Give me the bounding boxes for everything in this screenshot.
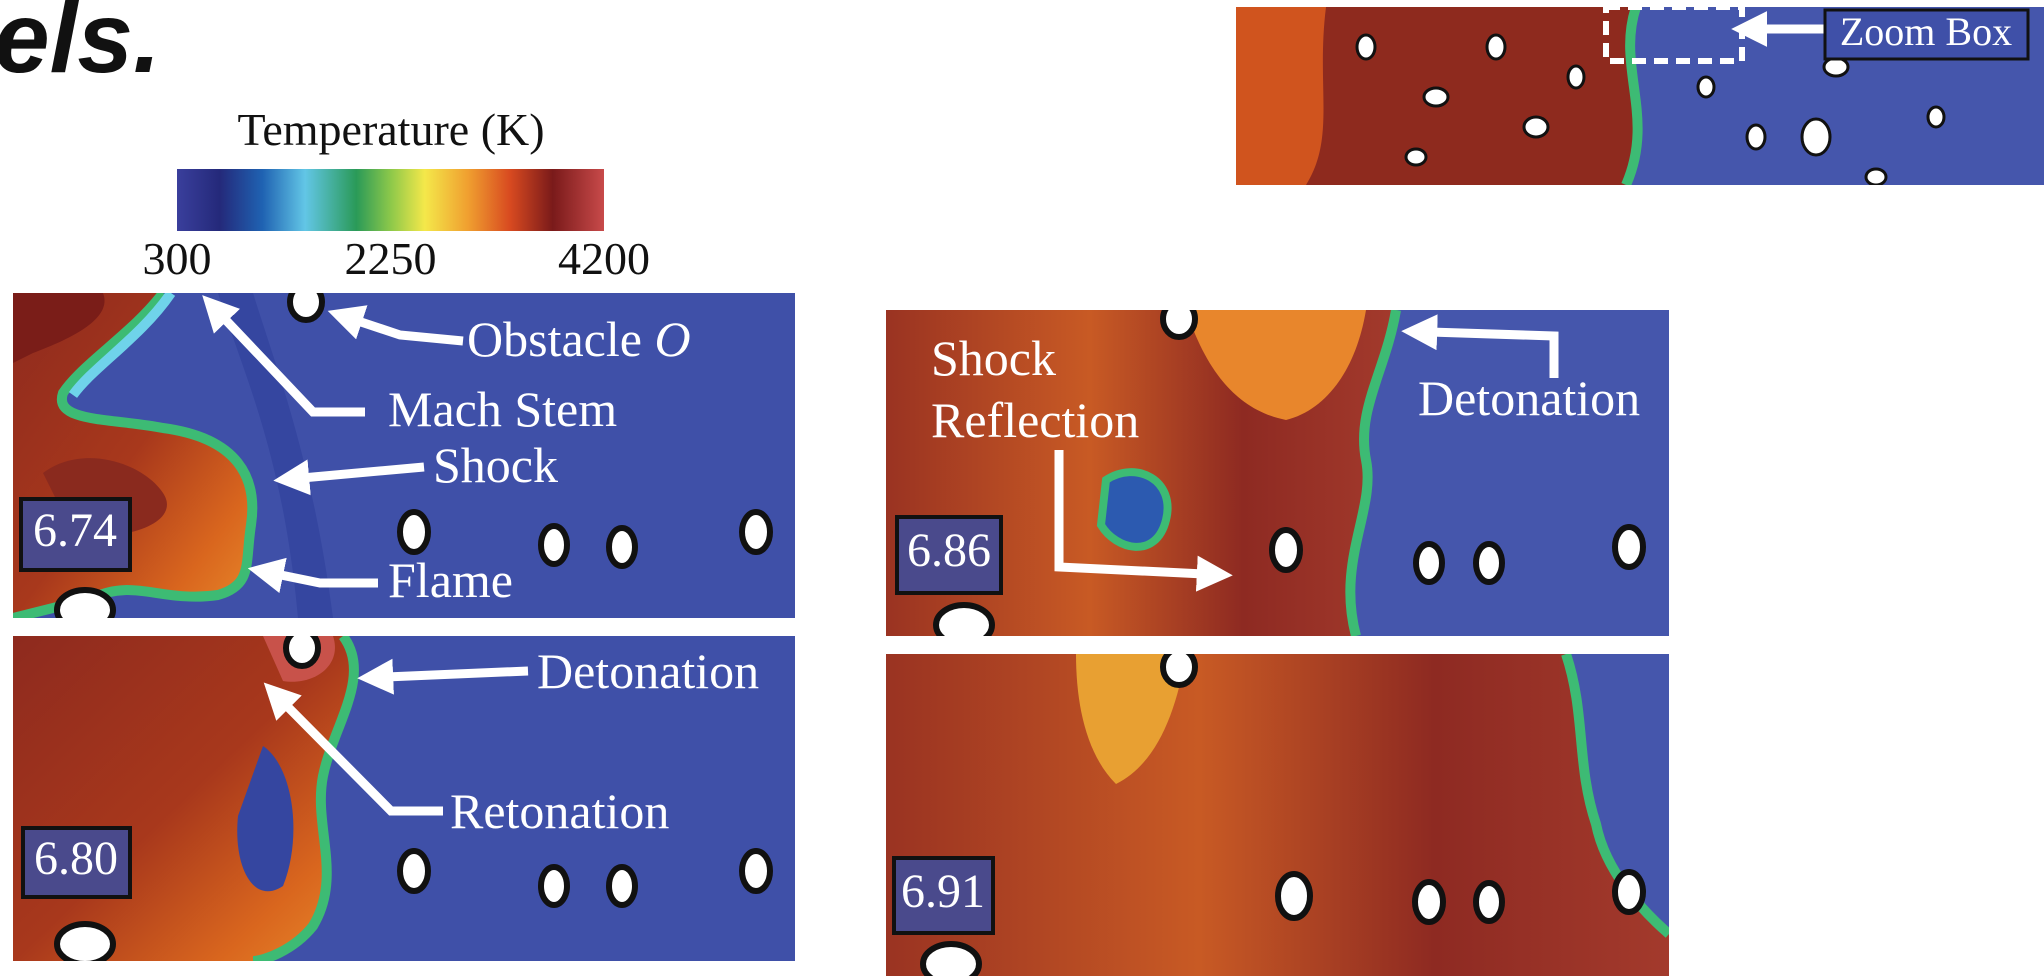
- annotation: Detonation: [537, 643, 759, 699]
- hot-region: [1236, 7, 1326, 185]
- inset: [1236, 7, 2044, 185]
- annotation: Detonation: [1418, 370, 1640, 426]
- obstacle: [1269, 527, 1303, 573]
- pocket: [1096, 468, 1172, 551]
- obstacle: [1355, 33, 1377, 61]
- obstacle: [1864, 167, 1888, 185]
- obstacle: [538, 864, 570, 908]
- colorbar-title: Temperature (K): [237, 104, 544, 155]
- annotation: Shock: [931, 330, 1056, 386]
- obstacle: [739, 848, 773, 894]
- obstacle: [1404, 147, 1428, 167]
- colorbar-tick-label: 2250: [345, 233, 437, 284]
- detonation-front: [1561, 654, 1669, 938]
- panel: [13, 636, 795, 961]
- annotation: Shock: [433, 437, 558, 493]
- obstacle: [933, 602, 995, 636]
- obstacle: [1275, 871, 1313, 921]
- time-label: 6.74: [33, 504, 117, 557]
- obstacle: [1473, 880, 1505, 924]
- obstacle: [1745, 123, 1767, 151]
- obstacle: [739, 509, 773, 555]
- obstacle: [1473, 541, 1505, 585]
- time-box: [895, 515, 1003, 595]
- time-box: [19, 497, 132, 572]
- obstacle: [1926, 105, 1946, 129]
- field: [218, 293, 333, 618]
- panel: [886, 310, 1669, 636]
- obstacle: [397, 509, 431, 555]
- hot-region: [886, 654, 1669, 976]
- annotation: Obstacle O: [467, 311, 691, 367]
- obstacle: [1522, 115, 1550, 139]
- arrows: [202, 295, 1559, 816]
- colorbar-tick-label: 4200: [558, 233, 650, 284]
- field: [237, 746, 294, 892]
- obstacle: [54, 921, 116, 961]
- arrow: [327, 305, 464, 346]
- flame-front: [13, 293, 258, 618]
- detonation-front: [1345, 310, 1401, 636]
- obstacle: [1412, 879, 1446, 925]
- annotation: Flame: [388, 552, 513, 608]
- arrow: [247, 557, 378, 594]
- obstacle: [1612, 869, 1646, 915]
- panel: [13, 293, 795, 618]
- annotation: Mach Stem: [388, 381, 617, 437]
- obstacle: [1612, 524, 1646, 570]
- panel: [886, 654, 1669, 976]
- obstacle: [920, 941, 982, 976]
- colorbar-ticks: 300 2250 4200: [143, 233, 651, 284]
- front: [1621, 7, 1643, 185]
- hot-region: [13, 293, 105, 363]
- time-box: [892, 856, 995, 935]
- title-fragment: els.: [0, 0, 161, 94]
- obstacle: [1485, 33, 1507, 61]
- arrow: [357, 658, 529, 695]
- obstacle: [1160, 310, 1198, 340]
- arrow: [1401, 314, 1559, 378]
- arrow: [263, 682, 443, 816]
- hot-region: [1076, 654, 1186, 784]
- colorbar: [177, 169, 604, 231]
- obstacles: [1355, 33, 1946, 185]
- hot-region: [1186, 310, 1366, 420]
- label-box: [1823, 8, 2030, 61]
- time-label: 6.86: [907, 524, 991, 577]
- obstacle: [1413, 541, 1445, 585]
- obstacle: [1422, 86, 1450, 108]
- obstacle: [397, 848, 431, 894]
- obstacle: [606, 864, 638, 908]
- annotation: Retonation: [450, 783, 669, 839]
- detonation-front: [252, 636, 359, 961]
- annotation: Reflection: [931, 392, 1139, 448]
- time-label: 6.91: [901, 865, 985, 918]
- inset-label: Zoom Box: [1840, 9, 2012, 54]
- obstacle: [54, 587, 116, 618]
- obstacle: [287, 293, 325, 323]
- obstacle: [538, 523, 570, 567]
- hot-region: [13, 636, 354, 961]
- obstacle: [1822, 56, 1850, 78]
- obstacle: [283, 636, 321, 669]
- arrow: [202, 295, 365, 417]
- time-label: 6.80: [34, 832, 118, 885]
- obstacle: [1160, 654, 1198, 688]
- arrow: [273, 459, 425, 496]
- obstacle: [1696, 75, 1716, 99]
- time-box: [21, 826, 132, 899]
- obstacle: [606, 525, 638, 569]
- obstacle: [1800, 117, 1832, 157]
- arrow: [1054, 450, 1233, 592]
- flame-front: [68, 293, 176, 399]
- obstacle: [1566, 64, 1586, 90]
- colorbar-tick-label: 300: [143, 233, 212, 284]
